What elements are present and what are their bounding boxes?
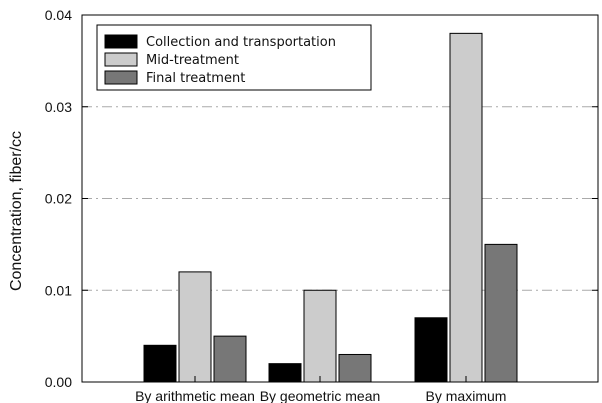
x-axis-category-labels: By arithmetic mean By geometric mean By ma… (135, 388, 506, 403)
y-tick-label: 0.02 (45, 191, 72, 207)
grid-lines (82, 106, 598, 291)
bar (143, 344, 177, 383)
x-tick-label: By arithmetic mean (135, 388, 255, 403)
bars (143, 32, 518, 383)
x-tick-label: By geometric mean (260, 388, 381, 403)
bar (268, 363, 302, 383)
bar (449, 32, 483, 383)
y-tick-label: 0.04 (45, 7, 72, 23)
legend-items: Collection and transportation Mid-treatme… (104, 34, 336, 86)
bar (303, 289, 337, 383)
legend-label: Collection and transportation (146, 35, 336, 50)
legend-label: Mid-treatment (146, 53, 239, 68)
y-tick-label: 0.00 (45, 374, 72, 390)
x-tick-label: By maximum (426, 388, 507, 403)
legend-swatch (104, 70, 138, 85)
bar (484, 243, 518, 383)
bar (338, 353, 372, 383)
y-tick-label: 0.01 (45, 282, 72, 298)
bar (414, 317, 448, 383)
legend-box (96, 24, 372, 91)
y-axis-title: Concentration, fiber/cc (8, 131, 25, 291)
y-axis-ticks: 0.00 0.01 0.02 0.03 0.04 (45, 7, 598, 390)
legend-label: Final treatment (146, 71, 245, 86)
legend-swatch (104, 52, 138, 67)
bar (213, 335, 247, 383)
legend-swatch (104, 34, 138, 49)
legend: Collection and transportation Mid-treatme… (96, 24, 372, 91)
bar (178, 271, 212, 383)
y-tick-label: 0.03 (45, 99, 72, 115)
